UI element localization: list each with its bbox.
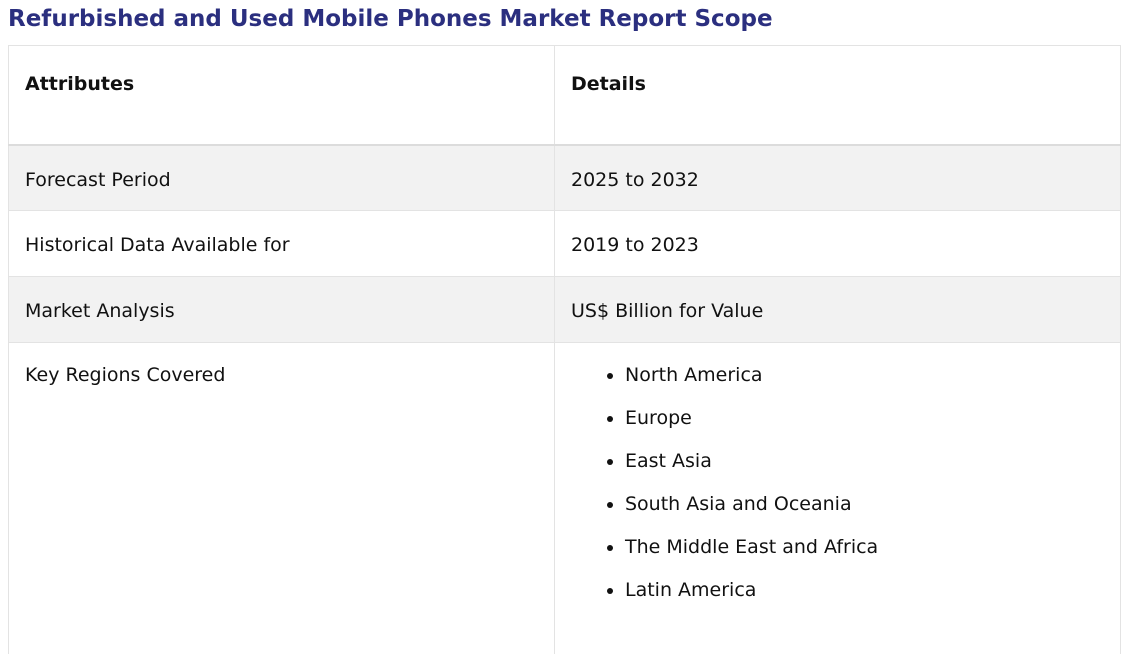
attribute-cell: Historical Data Available for [8,210,555,277]
detail-cell: 2019 to 2023 [554,210,1121,277]
detail-cell: 2025 to 2032 [554,144,1121,211]
report-scope-table: Attributes Details Forecast Period 2025 … [8,45,1121,654]
table-header-row: Attributes Details [8,45,1121,146]
attribute-cell: Market Analysis [8,276,555,343]
table-row-market-analysis: Market Analysis US$ Billion for Value [8,276,1121,343]
attributes-column-header: Attributes [8,45,555,146]
page-title: Refurbished and Used Mobile Phones Marke… [8,6,773,32]
region-list-item: Latin America [625,578,1104,602]
attribute-cell: Forecast Period [8,144,555,211]
attribute-cell: Key Regions Covered [8,342,555,654]
table-row-historical-data: Historical Data Available for 2019 to 20… [8,210,1121,277]
table-row-forecast-period: Forecast Period 2025 to 2032 [8,144,1121,211]
regions-list: North America Europe East Asia South Asi… [571,363,1104,602]
region-list-item: Europe [625,406,1104,430]
regions-detail-cell: North America Europe East Asia South Asi… [554,342,1121,654]
region-list-item: North America [625,363,1104,387]
region-list-item: The Middle East and Africa [625,535,1104,559]
table-body: Forecast Period 2025 to 2032 Historical … [8,144,1121,654]
region-list-item: East Asia [625,449,1104,473]
detail-cell: US$ Billion for Value [554,276,1121,343]
table-header: Attributes Details [8,45,1121,146]
details-column-header: Details [554,45,1121,146]
table-row-key-regions: Key Regions Covered North America Europe… [8,342,1121,654]
region-list-item: South Asia and Oceania [625,492,1104,516]
